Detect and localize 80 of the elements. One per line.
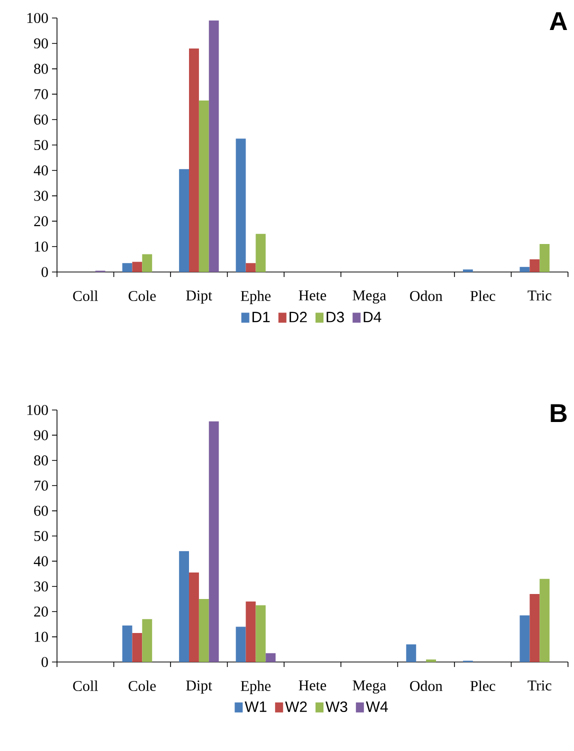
bar <box>256 234 266 272</box>
bar <box>266 653 276 662</box>
y-tick-label: 30 <box>34 581 48 592</box>
bar <box>198 100 209 272</box>
y-tick-label: 80 <box>34 64 48 74</box>
legend-label: D1 <box>252 312 270 322</box>
y-tick-label: 0 <box>42 656 48 668</box>
bar <box>236 626 246 662</box>
legend-label: W2 <box>285 701 307 712</box>
bar <box>122 263 132 272</box>
y-tick-label: 50 <box>34 530 48 542</box>
legend-label: D3 <box>326 312 344 322</box>
y-tick-label: 10 <box>34 632 48 642</box>
y-tick-label: 40 <box>34 556 48 566</box>
x-tick-label: Hete <box>298 680 326 690</box>
bar <box>142 619 152 662</box>
y-tick-label: 0 <box>42 266 48 278</box>
x-tick-label: Mega <box>352 290 386 304</box>
x-tick-label: Odon <box>410 680 442 692</box>
y-tick-label: 20 <box>34 606 48 617</box>
y-tick-label: 10 <box>34 242 48 252</box>
y-tick-label: 70 <box>34 480 48 491</box>
bar <box>530 594 540 662</box>
legend-label: W3 <box>326 701 348 712</box>
x-tick-label: Cole <box>128 290 156 302</box>
y-tick-label: 30 <box>34 190 48 201</box>
bar <box>189 48 199 272</box>
x-tick-label: Cole <box>128 680 156 692</box>
bar <box>132 262 142 272</box>
bar <box>142 254 152 272</box>
y-tick-label: 100 <box>27 12 48 24</box>
y-tick-label: 90 <box>34 430 48 440</box>
bar <box>122 625 132 662</box>
x-tick-label: Coll <box>73 290 98 302</box>
bar <box>406 644 416 662</box>
x-tick-label: Ephe <box>240 290 271 304</box>
y-tick-label: 60 <box>34 114 48 125</box>
legend-label: W1 <box>244 702 266 712</box>
x-tick-label: Plec <box>470 290 496 302</box>
chart-title: B <box>550 404 567 422</box>
legend-label: D4 <box>364 312 382 322</box>
bar <box>132 633 142 662</box>
bar <box>520 615 530 662</box>
x-tick-label: Ephe <box>240 680 271 694</box>
bar <box>179 551 190 662</box>
bar <box>246 602 256 662</box>
chart-title: A <box>550 12 568 30</box>
y-tick-label: 80 <box>34 455 48 466</box>
legend-label: W4 <box>366 702 388 712</box>
legend-label: D2 <box>290 312 307 322</box>
bar <box>426 659 436 662</box>
x-tick-label: Dipt <box>186 680 212 694</box>
y-tick-label: 70 <box>34 89 48 100</box>
y-tick-label: 20 <box>34 216 48 226</box>
y-tick-label: 90 <box>34 38 48 48</box>
bar <box>520 266 530 272</box>
x-tick-label: Plec <box>470 680 496 692</box>
bar <box>198 599 209 662</box>
y-tick-label: 60 <box>34 506 48 516</box>
bar <box>246 263 256 272</box>
x-tick-label: Hete <box>298 290 326 300</box>
bar <box>236 138 246 272</box>
x-tick-label: Tric <box>528 290 552 301</box>
bar <box>179 169 190 272</box>
bar <box>462 269 473 272</box>
y-tick-label: 40 <box>34 165 48 176</box>
y-tick-label: 50 <box>34 140 48 150</box>
y-tick-label: 100 <box>27 404 48 416</box>
x-tick-label: Odon <box>410 290 442 302</box>
bar <box>530 259 540 272</box>
x-tick-label: Dipt <box>186 290 212 304</box>
x-tick-label: Coll <box>73 680 98 692</box>
bar <box>540 244 550 272</box>
x-tick-label: Mega <box>352 680 386 694</box>
x-tick-label: Tric <box>528 680 552 691</box>
bar <box>208 20 219 272</box>
bar <box>189 572 199 662</box>
bar <box>256 605 266 662</box>
bar <box>540 578 550 662</box>
bar <box>208 421 219 662</box>
